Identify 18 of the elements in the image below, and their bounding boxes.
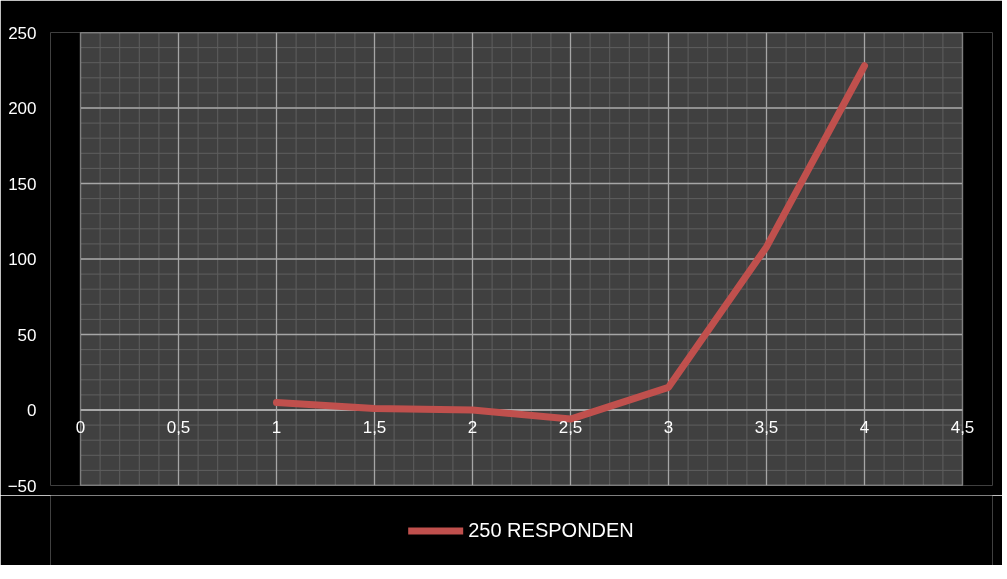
y-tick-label: 250 [8, 23, 37, 43]
y-tick-label: 200 [8, 99, 37, 118]
x-tick-label: 2 [467, 418, 478, 437]
x-tick-label: 1,5 [362, 418, 387, 437]
x-tick-label: 2,5 [558, 418, 583, 437]
legend-label: 250 RESPONDEN [468, 518, 634, 542]
y-tick-label: 0 [27, 401, 37, 420]
x-tick-label: 3,5 [754, 418, 779, 437]
x-tick-label: 0,5 [166, 418, 191, 437]
x-tick-label: 4 [859, 418, 870, 437]
x-tick-label: 3 [663, 418, 674, 437]
x-tick-label: 1 [271, 418, 282, 437]
y-tick-label: −50 [7, 476, 37, 496]
y-tick-label: 100 [8, 250, 37, 269]
x-tick-label: 4,5 [950, 418, 975, 437]
y-tick-label: 50 [17, 325, 37, 345]
x-tick-label: 0 [75, 418, 86, 437]
y-tick-label: 150 [8, 174, 37, 194]
